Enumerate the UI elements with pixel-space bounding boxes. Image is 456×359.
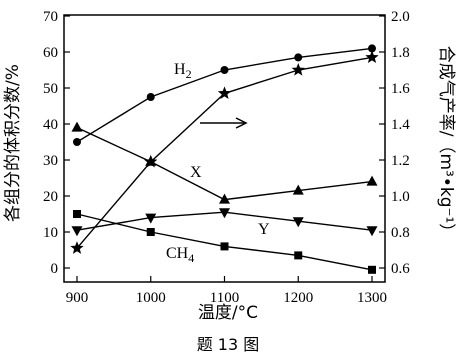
y-axis-left-title: 各组分的体积分数/% (3, 64, 23, 222)
x-tick-label-2: 1100 (210, 290, 239, 306)
x-axis-title: 温度/°C (198, 303, 258, 323)
y-right-tick-label-1: 0.8 (391, 225, 410, 241)
point-y-1200 (292, 217, 304, 228)
point-y-900 (71, 226, 83, 237)
point-h2-1100 (220, 66, 229, 74)
y-left-tick-label-7: 70 (43, 9, 58, 25)
x-tick-label-1: 1000 (136, 290, 166, 306)
y-axis-right-title: 合成气产率/（m³•kg⁻¹） (436, 46, 456, 241)
y-right-tick-label-4: 1.4 (391, 117, 410, 133)
point-x-1200 (292, 184, 304, 195)
series-line-syngas-yield (76, 56, 373, 249)
x-tick-label-0: 900 (66, 290, 89, 306)
point-x-1300 (366, 175, 378, 186)
point-x-1100 (219, 193, 230, 204)
y-left-tick-label-2: 20 (43, 189, 58, 205)
point-ch4-1000 (146, 228, 155, 236)
point-syngas-yield-1200 (291, 63, 305, 76)
series-line-x (76, 126, 373, 201)
point-syngas-yield-1300 (365, 50, 379, 64)
point-syngas-yield-900 (70, 241, 84, 254)
y-left-tick-label-4: 40 (43, 117, 58, 133)
y-right-tick-label-2: 1.0 (391, 189, 410, 205)
y-left-tick-label-1: 10 (43, 225, 58, 241)
figure-caption: 题 13 图 (197, 335, 260, 354)
y-right-tick-label-0: 0.6 (391, 261, 410, 277)
point-y-1100 (219, 208, 230, 219)
point-x-900 (71, 121, 83, 132)
right-axis-arrow (200, 117, 248, 129)
series-label-x: X (190, 164, 202, 181)
y-right-tick-label-3: 1.2 (391, 153, 410, 169)
point-y-1000 (145, 213, 157, 224)
point-h2-1000 (146, 93, 155, 101)
y-right-tick-label-7: 2.0 (391, 9, 410, 25)
point-syngas-yield-1100 (217, 86, 232, 100)
series-label-y: Y (258, 221, 270, 238)
point-syngas-yield-1000 (144, 154, 158, 168)
y-left-tick-label-6: 60 (43, 45, 58, 61)
x-tick-label-4: 1300 (357, 290, 387, 306)
y-left-tick-label-0: 0 (51, 261, 59, 277)
point-h2-1200 (294, 53, 303, 62)
plot-frame (63, 14, 386, 283)
point-ch4-1200 (294, 251, 303, 260)
y-left-tick-label-5: 50 (43, 81, 58, 97)
x-tick-label-3: 1200 (283, 290, 313, 306)
point-ch4-1100 (220, 242, 229, 251)
point-h2-1300 (368, 44, 376, 53)
y-right-tick-label-6: 1.8 (391, 45, 410, 61)
series-label-ch4: CH4 (166, 245, 194, 265)
point-ch4-900 (73, 210, 81, 218)
point-ch4-1300 (368, 265, 376, 274)
y-left-tick-label-3: 30 (43, 153, 58, 169)
point-h2-900 (73, 138, 81, 146)
y-right-tick-label-5: 1.6 (391, 81, 410, 97)
series-label-h2: H2 (174, 61, 192, 81)
point-y-1300 (366, 226, 378, 237)
